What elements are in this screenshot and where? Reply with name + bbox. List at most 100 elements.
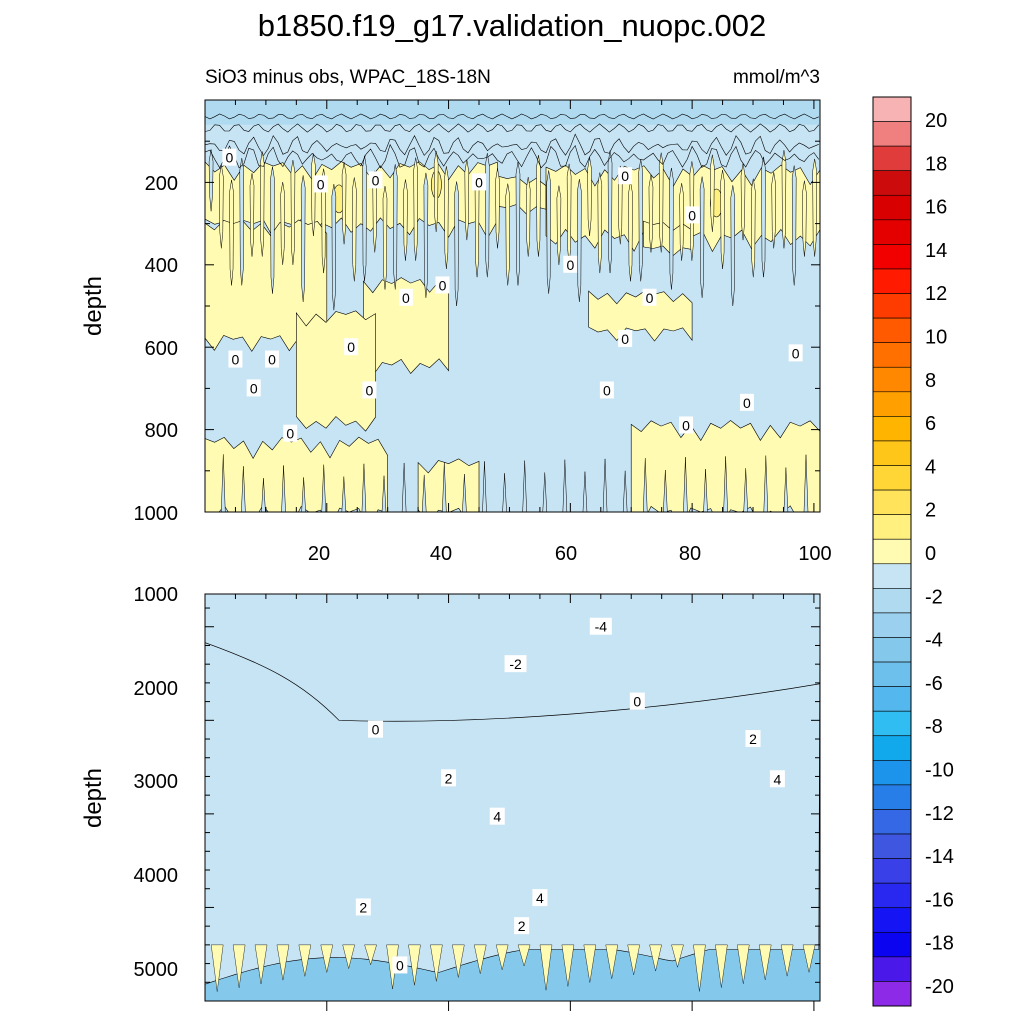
colorbar-box — [872, 244, 912, 270]
upper-contour-label: 0 — [472, 173, 487, 191]
upper-contour-label-text: 0 — [225, 150, 233, 166]
upper-spike — [433, 151, 439, 232]
lower-contour-label: 2 — [355, 898, 371, 916]
lower-zero-contour — [205, 642, 820, 722]
lower-surface-spike — [649, 944, 662, 972]
upper-bottom-spike — [321, 464, 326, 512]
lower-surface-spike — [473, 944, 487, 974]
upper-surface-band — [205, 100, 820, 125]
upper-spike — [761, 156, 766, 278]
upper-spike — [566, 163, 572, 265]
upper-bottom-spike — [281, 465, 286, 512]
lower-contour-label-text: 2 — [518, 918, 526, 934]
upper-bottom-spike — [261, 478, 266, 512]
upper-bottom-spike — [743, 468, 748, 512]
upper-spike — [352, 177, 357, 282]
upper-spike — [658, 152, 664, 253]
upper-spike — [771, 172, 776, 249]
upper-ytick-label-1000: 1000 — [134, 503, 179, 525]
upper-contour-label-text: 0 — [347, 339, 355, 355]
colorbar-box — [872, 612, 912, 638]
lower-surface-spike — [758, 944, 772, 980]
lower-surface-spike — [495, 944, 509, 970]
colorbar-box — [872, 465, 912, 491]
colorbar-label: 14 — [925, 240, 947, 262]
upper-positive-region — [588, 290, 693, 342]
upper-xtick-label-20: 20 — [308, 543, 330, 565]
upper-contour-label-text: 0 — [268, 352, 276, 368]
colorbar-box — [872, 710, 912, 737]
upper-spike — [648, 174, 654, 253]
upper-spike — [730, 185, 736, 307]
colorbar-label: 12 — [925, 283, 947, 305]
lower-surface-spike — [627, 944, 640, 975]
upper-spike — [229, 179, 234, 286]
lower-surface-spike — [715, 944, 728, 988]
colorbar-label: -10 — [925, 760, 954, 782]
lower-contour-label-text: 0 — [372, 722, 380, 738]
lower-contour-label: 4 — [489, 807, 505, 825]
upper-bottom-spike — [361, 463, 367, 512]
upper-spike — [546, 170, 551, 294]
colorbar-label: -8 — [925, 716, 943, 738]
upper-panel: depth 200 400 600 800 1000 20 40 60 80 1… — [80, 99, 832, 565]
colorbar-box — [872, 170, 912, 196]
upper-contour-line — [205, 143, 820, 169]
lower-panel-frame — [204, 593, 821, 1002]
colorbar-label: 8 — [925, 370, 936, 392]
upper-spike — [362, 155, 367, 282]
upper-spike — [311, 153, 316, 236]
upper-contour-label: 0 — [435, 276, 450, 294]
upper-contour-label-text: 0 — [232, 352, 240, 368]
upper-bottom-spike — [401, 462, 407, 512]
upper-contour-label: 0 — [228, 350, 243, 368]
lower-contour-label: 4 — [769, 770, 785, 788]
upper-spike — [249, 173, 255, 257]
colorbar-frame — [872, 96, 912, 1007]
upper-positive-region — [295, 310, 376, 432]
colorbar-label: -12 — [925, 803, 954, 825]
upper-contour-lines — [205, 113, 820, 169]
upper-contour-label: 0 — [618, 167, 633, 185]
lower-contour-label-text: -2 — [509, 656, 522, 672]
lower-surface-spike — [605, 944, 618, 979]
colorbar-box — [872, 342, 912, 368]
upper-contour-label-text: 0 — [475, 174, 483, 190]
upper-bottom-spike — [522, 460, 527, 512]
upper-bottom-spike — [663, 469, 668, 512]
colorbar-label: -14 — [925, 846, 954, 868]
colorbar-box — [872, 931, 912, 958]
lower-ytick-label-1000: 1000 — [134, 584, 179, 606]
lower-contour-label-text: 2 — [359, 899, 367, 915]
upper-bottom-spike — [421, 474, 427, 512]
upper-spike — [341, 162, 347, 245]
units-label: mmol/m^3 — [733, 67, 820, 88]
colorbar-boxes — [872, 96, 912, 1007]
colorbar-label: 18 — [925, 153, 947, 175]
upper-contour-label: 0 — [264, 350, 279, 368]
upper-contour-label-text: 0 — [286, 426, 294, 442]
upper-spike — [710, 154, 715, 232]
upper-bottom-spike — [241, 466, 246, 512]
upper-contour-label-text: 0 — [439, 277, 447, 293]
colorbar-box — [872, 661, 912, 687]
upper-contour-line — [205, 133, 819, 157]
lower-surface-spike — [671, 944, 684, 968]
upper-contour-label-text: 0 — [621, 168, 629, 184]
lower-ytick-label-4000: 4000 — [134, 865, 179, 887]
upper-contour-label: 0 — [362, 381, 377, 399]
upper-positive-region — [205, 436, 389, 512]
upper-spike — [720, 170, 725, 269]
upper-spike — [331, 184, 337, 311]
upper-spike — [638, 159, 643, 282]
colorbar-box — [872, 121, 912, 147]
upper-bottom-spike — [462, 474, 467, 512]
colorbar-box — [872, 858, 912, 884]
lower-surface-spike — [539, 944, 553, 991]
lower-surface-spike — [276, 944, 290, 981]
lower-contour-label-text: 2 — [445, 770, 453, 786]
upper-xtick-label-80: 80 — [679, 543, 701, 565]
upper-spike — [577, 179, 582, 302]
chart-title: b1850.f19_g17.validation_nuopc.002 — [258, 8, 767, 43]
